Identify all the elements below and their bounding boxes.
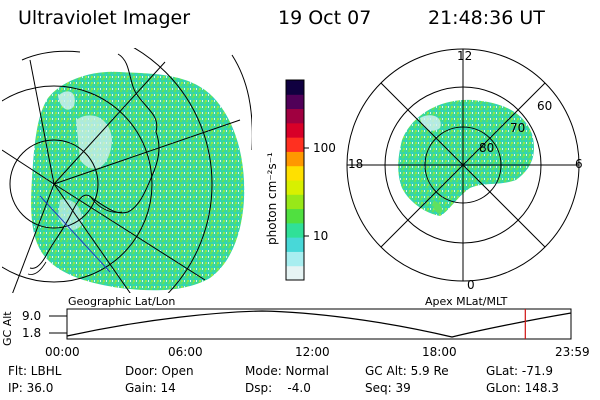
geographic-grid — [2, 48, 252, 293]
colorbar-cell — [286, 237, 304, 252]
colorbar-tick-10: 10 — [313, 229, 329, 243]
mlt-label-12: 12 — [457, 49, 473, 63]
geographic-image — [2, 48, 252, 293]
colorbar-tick-100: 100 — [313, 141, 336, 155]
colorbar-label: photon cm⁻²s⁻¹ — [265, 152, 279, 245]
dsp-info: Dsp: -4.0 — [245, 381, 311, 395]
colorbar-cell — [286, 208, 304, 224]
instrument-title: Ultraviolet Imager — [18, 7, 191, 29]
glat-info: GLat: -71.9 — [486, 364, 553, 378]
dim-patch — [76, 115, 112, 169]
colorbar — [285, 79, 309, 281]
timeline-xtick-2359: 23:59 — [555, 345, 590, 359]
timeline-ylabel: GC Alt — [1, 311, 14, 346]
apex-caption: Apex MLat/MLT — [425, 295, 508, 308]
polar-image — [346, 48, 580, 282]
colorbar-cell — [286, 194, 304, 210]
gain-info: Gain: 14 — [125, 381, 176, 395]
polar-tail — [433, 200, 443, 214]
timeline-xtick-0600: 06:00 — [168, 345, 203, 359]
auroral-emission-right — [398, 99, 535, 216]
observation-time: 21:48:36 UT — [428, 7, 545, 29]
colorbar-cell — [286, 251, 304, 267]
colorbar-cell — [286, 122, 304, 138]
colorbar-cell — [286, 165, 304, 181]
filter-info: Flt: LBHL — [8, 364, 62, 378]
terminator-line — [39, 195, 111, 273]
gc-altitude-curve — [66, 310, 572, 338]
colorbar-scale — [286, 80, 304, 281]
sequence-info: Seq: 39 — [365, 381, 411, 395]
coastline-inner — [27, 195, 123, 275]
colorbar-cell — [286, 265, 304, 281]
mode-info: Mode: Normal — [245, 364, 329, 378]
ip-info: IP: 36.0 — [8, 381, 54, 395]
colorbar-cell — [286, 94, 304, 110]
door-info: Door: Open — [125, 364, 194, 378]
gc-alt-info: GC Alt: 5.9 Re — [365, 364, 449, 378]
timeline-plot — [49, 308, 572, 340]
lat-label-60: 60 — [537, 99, 553, 113]
timeline-ytick-low: 1.8 — [22, 326, 42, 340]
polar-grid — [346, 48, 580, 282]
mlt-label-18: 18 — [348, 157, 364, 171]
dim-patch-top — [58, 91, 75, 110]
colorbar-cell — [286, 222, 304, 238]
colorbar-cell — [286, 137, 304, 152]
colorbar-cell — [286, 80, 304, 95]
coastline — [29, 53, 160, 269]
colorbar-cell — [286, 108, 304, 124]
lat-label-70: 70 — [510, 121, 526, 135]
mlt-label-6: 6 — [575, 157, 583, 171]
timeline-xtick-0000: 00:00 — [45, 345, 80, 359]
timeline-xtick-1200: 12:00 — [295, 345, 330, 359]
colorbar-cell — [286, 151, 304, 167]
observation-date: 19 Oct 07 — [278, 7, 372, 29]
glon-info: GLon: 148.3 — [486, 381, 559, 395]
geographic-caption: Geographic Lat/Lon — [68, 295, 176, 308]
mlt-label-0: 0 — [467, 278, 475, 292]
colorbar-cell — [286, 180, 304, 195]
timeline-ytick-high: 9.0 — [22, 309, 42, 323]
lat-label-80: 80 — [479, 141, 495, 155]
timeline-xtick-1800: 18:00 — [422, 345, 457, 359]
